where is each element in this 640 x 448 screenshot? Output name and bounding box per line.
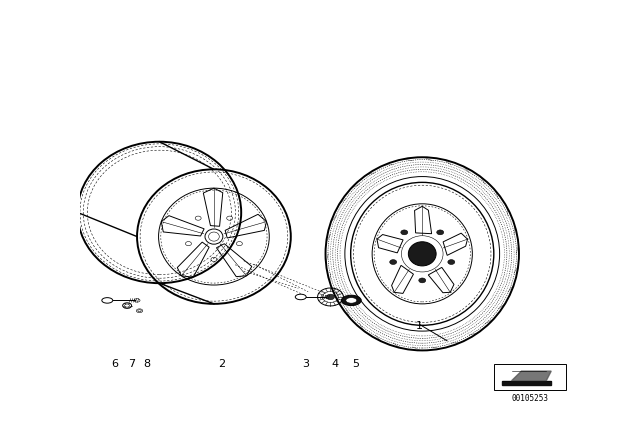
Polygon shape: [511, 371, 551, 381]
Text: 6: 6: [111, 359, 118, 369]
Text: 7: 7: [129, 359, 136, 369]
Text: 3: 3: [302, 359, 309, 369]
Circle shape: [448, 260, 455, 264]
Text: 8: 8: [143, 359, 150, 369]
Polygon shape: [502, 381, 551, 385]
Bar: [494, 364, 566, 390]
Text: 1: 1: [416, 321, 423, 331]
Ellipse shape: [341, 295, 361, 306]
Text: 2: 2: [218, 359, 225, 369]
Text: 4: 4: [332, 359, 339, 369]
Ellipse shape: [346, 297, 356, 303]
Circle shape: [419, 278, 426, 283]
Circle shape: [326, 294, 335, 300]
Text: 5: 5: [352, 359, 359, 369]
Circle shape: [401, 230, 408, 235]
Circle shape: [436, 230, 444, 235]
Text: 00105253: 00105253: [511, 394, 548, 403]
Circle shape: [390, 260, 397, 264]
Ellipse shape: [408, 242, 436, 266]
